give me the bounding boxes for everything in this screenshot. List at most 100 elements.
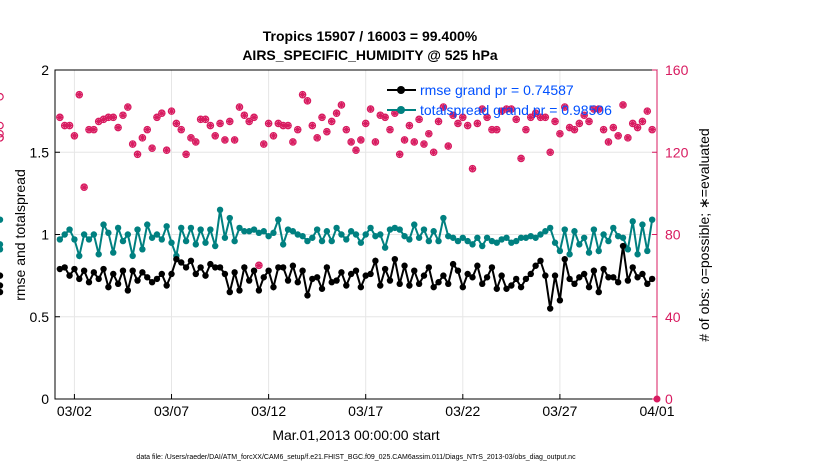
rmse-point: [474, 262, 481, 269]
totalspread-point: [352, 231, 360, 238]
totalspread-point: [313, 226, 321, 233]
rmse-point: [440, 272, 447, 279]
obs-evaluated-point: [479, 105, 486, 113]
totalspread-point: [105, 229, 112, 237]
obs-possible-point: [0, 121, 4, 130]
totalspread-point: [440, 214, 447, 222]
rmse-point: [566, 275, 573, 283]
x-tick-label: 03/02: [57, 403, 92, 419]
obs-evaluated-point: [343, 126, 350, 133]
obs-evaluated-point: [508, 105, 515, 113]
obs-evaluated-point: [197, 116, 204, 123]
rmse-point: [610, 274, 617, 281]
obs-evaluated-point: [561, 103, 568, 111]
obs-evaluated-point: [304, 97, 311, 105]
totalspread-point: [110, 249, 117, 256]
totalspread-point: [216, 206, 224, 214]
obs-evaluated-point: [236, 103, 243, 111]
totalspread-point: [571, 228, 578, 235]
obs-evaluated-point: [85, 126, 93, 133]
totalspread-point: [585, 249, 593, 256]
rmse-point: [260, 274, 267, 281]
obs-evaluated-point: [158, 109, 166, 117]
obs-evaluated-point: [226, 118, 233, 125]
totalspread-point: [391, 224, 399, 232]
y-left-tick-label: 1: [41, 227, 49, 243]
obs-evaluated-point: [546, 149, 554, 156]
obs-evaluated-point: [381, 114, 389, 121]
obs-evaluated-point: [624, 134, 632, 142]
totalspread-point: [420, 226, 428, 233]
rmse-point: [245, 277, 253, 284]
obs-evaluated-point: [255, 262, 263, 269]
rmse-point: [571, 280, 578, 288]
totalspread-point: [333, 224, 340, 232]
rmse-point: [352, 267, 360, 274]
obs-evaluated-point: [445, 142, 452, 150]
y-right-tick-label: 160: [665, 62, 689, 78]
obs-evaluated-point: [590, 105, 598, 113]
obs-evaluated-point: [488, 126, 496, 133]
y-left-tick-label: 0: [41, 391, 49, 407]
totalspread-point: [221, 234, 229, 241]
rmse-point: [537, 257, 544, 265]
rmse-point: [0, 288, 4, 296]
totalspread-point: [192, 241, 199, 248]
obs-evaluated-point: [80, 184, 88, 191]
rmse-point: [236, 287, 243, 294]
obs-evaluated-point: [323, 128, 331, 135]
totalspread-point: [114, 224, 122, 232]
rmse-point: [469, 274, 476, 281]
rmse-point: [347, 270, 355, 278]
obs-evaluated-point: [212, 132, 219, 139]
totalspread-point: [265, 232, 272, 240]
obs-evaluated-point: [182, 151, 190, 158]
totalspread-point: [396, 226, 403, 233]
totalspread-point: [595, 247, 602, 255]
totalspread-point: [100, 221, 107, 228]
obs-evaluated-point: [114, 124, 122, 131]
rmse-point: [221, 270, 229, 278]
obs-evaluated-point: [532, 109, 539, 117]
obs-evaluated-point: [178, 126, 185, 133]
obs-evaluated-point: [527, 114, 534, 121]
obs-evaluated-point: [250, 114, 258, 121]
obs-evaluated-point: [313, 134, 321, 142]
obs-evaluated-point: [551, 118, 559, 125]
obs-evaluated-point: [425, 130, 433, 137]
totalspread-point: [415, 234, 423, 241]
totalspread-point: [406, 236, 413, 243]
totalspread-point: [546, 224, 554, 232]
rmse-point: [182, 264, 190, 271]
totalspread-point: [328, 237, 335, 245]
totalspread-point: [411, 221, 418, 228]
rmse-point: [644, 280, 651, 288]
obs-evaluated-point: [71, 132, 78, 139]
obs-evaluated-point: [435, 118, 442, 125]
totalspread-point: [207, 226, 214, 233]
totalspread-point: [556, 247, 564, 255]
totalspread-point: [605, 237, 612, 245]
totalspread-point: [381, 244, 389, 251]
obs-evaluated-point: [202, 116, 209, 123]
y-right-tick-label: 80: [665, 227, 681, 243]
obs-evaluated-point: [352, 146, 360, 154]
obs-evaluated-point: [187, 134, 195, 142]
totalspread-point: [469, 241, 476, 248]
obs-evaluated-point: [430, 149, 437, 156]
totalspread-point: [464, 237, 471, 245]
totalspread-point: [144, 221, 151, 228]
obs-evaluated-point: [377, 112, 384, 119]
rmse-point: [479, 280, 486, 288]
obs-evaluated-point: [338, 101, 345, 109]
obs-evaluated-point: [391, 109, 399, 117]
obs-evaluated-point: [639, 118, 646, 125]
rmse-point: [415, 280, 423, 288]
totalspread-point: [153, 231, 161, 238]
obs-evaluated-point: [299, 91, 306, 98]
obs-evaluated-point: [454, 120, 462, 127]
x-axis-label: Mar.01,2013 00:00:00 start: [272, 427, 439, 443]
obs-evaluated-point: [595, 105, 602, 113]
totalspread-point: [459, 234, 467, 241]
rmse-point: [0, 282, 4, 289]
